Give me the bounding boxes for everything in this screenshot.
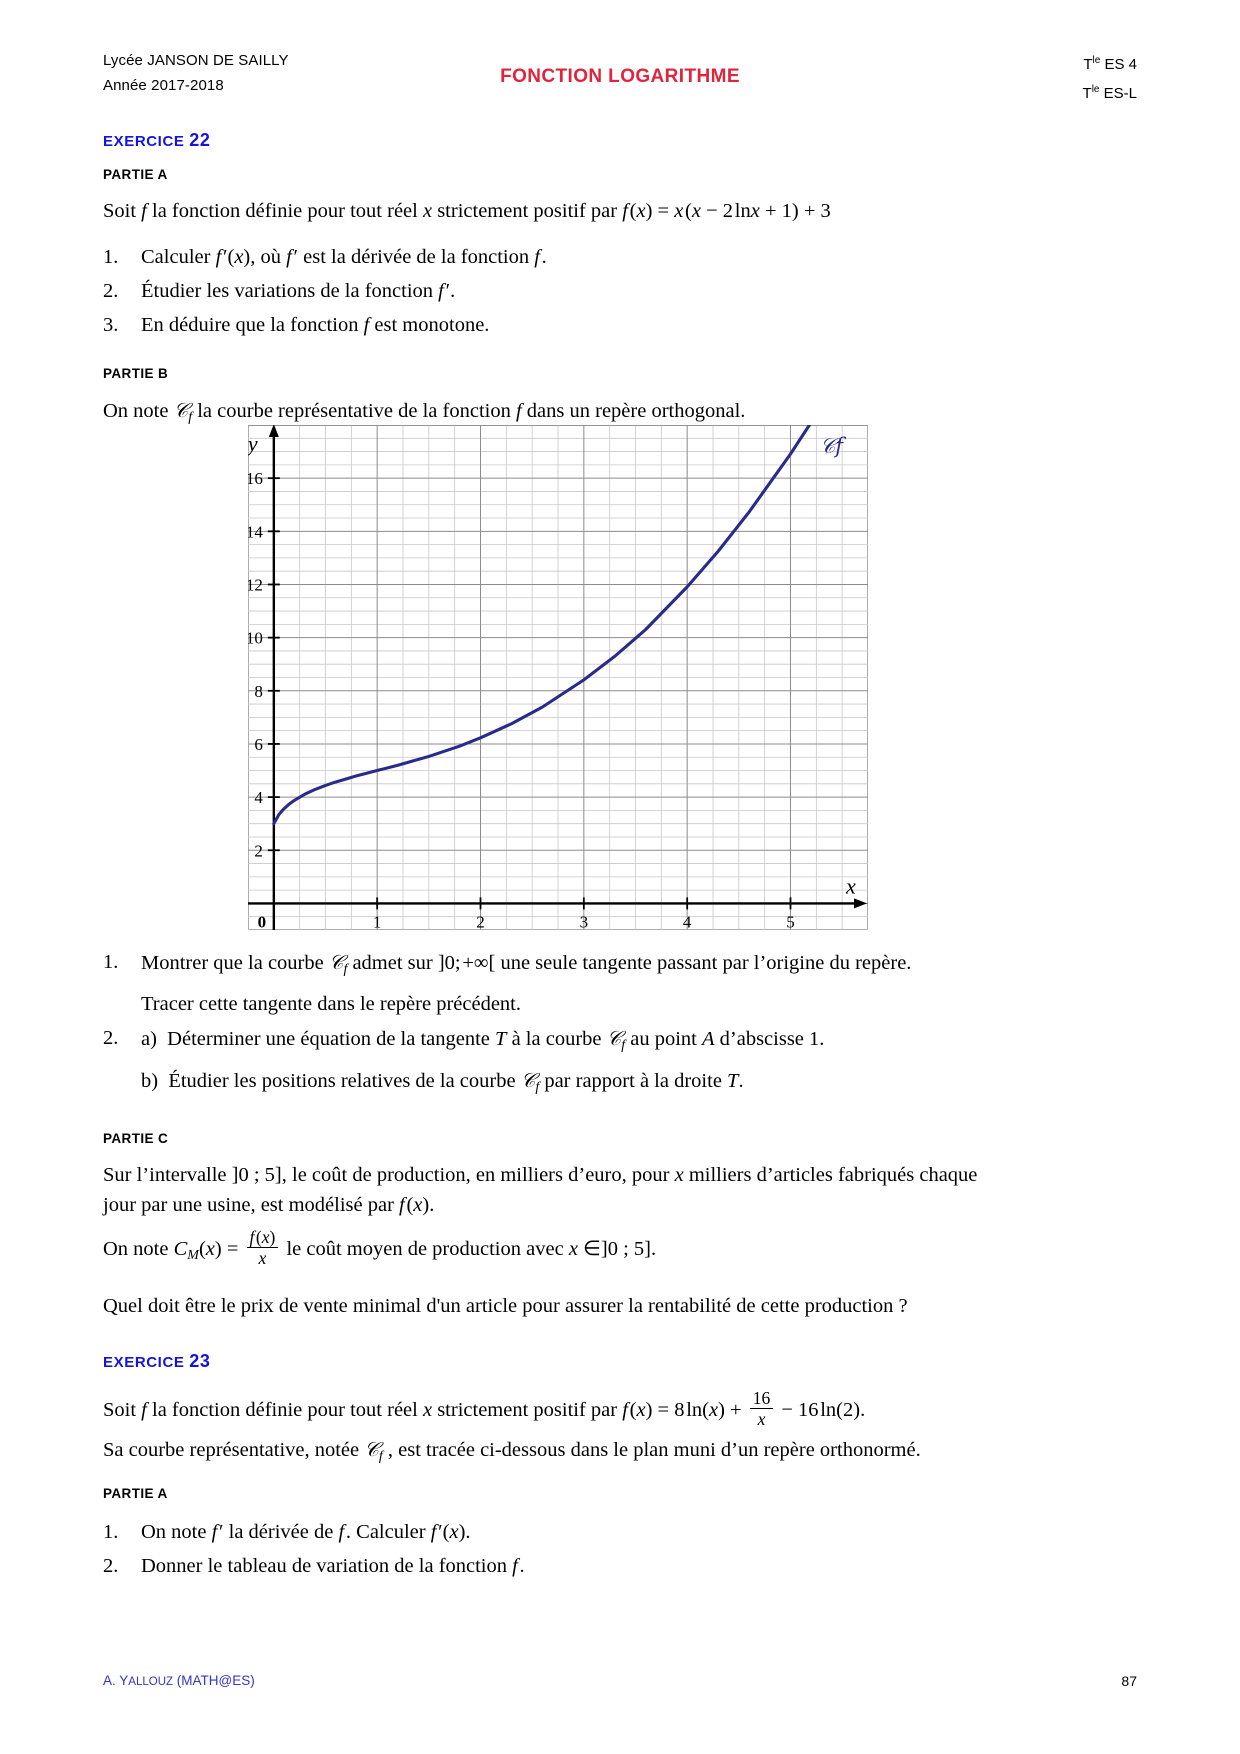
exercice-number: 22 bbox=[189, 130, 211, 150]
y-tick-label: 12 bbox=[248, 575, 263, 594]
y-axis-arrow bbox=[268, 424, 279, 437]
partie-c-heading: PARTIE C bbox=[103, 1131, 169, 1146]
list-item: 3. En déduire que la fonction f est monot… bbox=[103, 314, 490, 336]
fraction-fx-over-x: f (x) x bbox=[246, 1228, 279, 1268]
document-body: EXERCICE 22 PARTIE A Soit f la fonction … bbox=[103, 130, 1137, 447]
partie-a-heading: PARTIE A bbox=[103, 167, 168, 182]
x-tick-label: 2 bbox=[476, 912, 485, 930]
partie-c-question: Quel doit être le prix de vente minimal … bbox=[103, 1295, 908, 1317]
partie-b-heading: PARTIE B bbox=[103, 366, 169, 381]
fraction-16-over-x: 16 x bbox=[749, 1389, 774, 1429]
exercice-23-heading: EXERCICE 23 bbox=[103, 1351, 1137, 1372]
grid-major bbox=[248, 424, 868, 930]
y-tick-label: 10 bbox=[248, 629, 263, 648]
document-body-lower: 1. Montrer que la courbe 𝒞f admet sur ]0… bbox=[103, 945, 1137, 1597]
x-axis-label: x bbox=[845, 873, 856, 898]
y-tick-label: 8 bbox=[254, 682, 263, 701]
exercice-number: 23 bbox=[189, 1351, 211, 1371]
partie-a-list: 1. Calculer f ′(x), où f ′ est la dérivée… bbox=[103, 240, 1137, 342]
exercice23-intro: Soit f la fonction définie pour tout rée… bbox=[103, 1388, 866, 1430]
y-tick-label: 16 bbox=[248, 469, 263, 488]
list-item: 1. On note f ′ la dérivée de f . Calculer… bbox=[103, 1521, 471, 1543]
curve-path bbox=[272, 420, 813, 826]
class-line-2: Tle ES-L bbox=[1082, 84, 1137, 102]
x-tick-label: 0 bbox=[258, 912, 267, 930]
list-item: 2. Donner le tableau de variation de la f… bbox=[103, 1555, 525, 1577]
list-item: 1. Montrer que la courbe 𝒞f admet sur ]0… bbox=[103, 950, 912, 1015]
partie-c-text: Sur l’intervalle ]0 ; 5], le coût de pro… bbox=[103, 1164, 978, 1216]
page-footer: A. YALLOUZ (MATH@ES) 87 bbox=[103, 1673, 1137, 1689]
y-tick-label: 6 bbox=[254, 735, 263, 754]
header-right: Tle ES 4 Tle ES-L bbox=[1083, 48, 1137, 106]
y-tick-label: 14 bbox=[248, 522, 263, 541]
x-tick-label: 5 bbox=[786, 912, 795, 930]
list-item: 1. Calculer f ′(x), où f ′ est la dérivée… bbox=[103, 246, 547, 268]
exercice-label: EXERCICE bbox=[103, 133, 185, 150]
school-name: Lycée JANSON DE SAILLY bbox=[103, 52, 289, 69]
graph-axes bbox=[248, 424, 867, 930]
exercice-label: EXERCICE bbox=[103, 1354, 185, 1371]
list-item: 2. a) Déterminer une équation de la tang… bbox=[103, 1021, 1137, 1105]
sub-item-a: a) Déterminer une équation de la tangent… bbox=[141, 1026, 825, 1053]
y-axis-label: y bbox=[248, 431, 258, 456]
x-axis-arrow bbox=[854, 898, 867, 909]
exercice22-intro: Soit f la fonction définie pour tout rée… bbox=[103, 200, 831, 222]
partie-b-list: 1. Montrer que la courbe 𝒞f admet sur ]0… bbox=[103, 945, 1137, 1105]
y-tick-label: 4 bbox=[254, 788, 263, 807]
function-graph: 2 4 6 8 10 12 14 16 0 1 2 3 4 5 y x 𝒞f bbox=[246, 420, 869, 931]
exercice23-line2: Sa courbe représentative, notée 𝒞f , est… bbox=[103, 1437, 921, 1464]
page-header: Lycée JANSON DE SAILLY Année 2017-2018 F… bbox=[103, 48, 1137, 106]
partie-b-intro: On note 𝒞f la courbe représentative de l… bbox=[103, 398, 746, 425]
x-tick-label: 3 bbox=[580, 912, 589, 930]
exercice23-list: 1. On note f ′ la dérivée de f . Calculer… bbox=[103, 1515, 1137, 1583]
partie-c-cm-line: On note CM(x) = f (x) x le coût moyen de … bbox=[103, 1227, 657, 1269]
y-tick-label: 2 bbox=[254, 841, 263, 860]
school-year: Année 2017-2018 bbox=[103, 77, 224, 94]
x-tick-label: 1 bbox=[373, 912, 382, 930]
footer-site: (MATH@ES) bbox=[176, 1673, 255, 1688]
page-number: 87 bbox=[1121, 1673, 1137, 1689]
exercice-22-heading: EXERCICE 22 bbox=[103, 130, 1137, 151]
document-title: FONCTION LOGARITHME bbox=[500, 66, 740, 87]
header-left: Lycée JANSON DE SAILLY Année 2017-2018 bbox=[103, 48, 289, 98]
grid-minor bbox=[247, 425, 869, 931]
class-line-1: Tle ES 4 bbox=[1083, 55, 1137, 73]
x-tick-label: 4 bbox=[683, 912, 692, 930]
list-item: 2. Étudier les variations de la fonction … bbox=[103, 280, 456, 302]
footer-author: A. YALLOUZ bbox=[103, 1673, 174, 1688]
curve-label: 𝒞f bbox=[820, 434, 846, 458]
sub-item-b: b) Étudier les positions relatives de la… bbox=[141, 1068, 744, 1095]
exercice23-partie-a-heading: PARTIE A bbox=[103, 1486, 168, 1501]
